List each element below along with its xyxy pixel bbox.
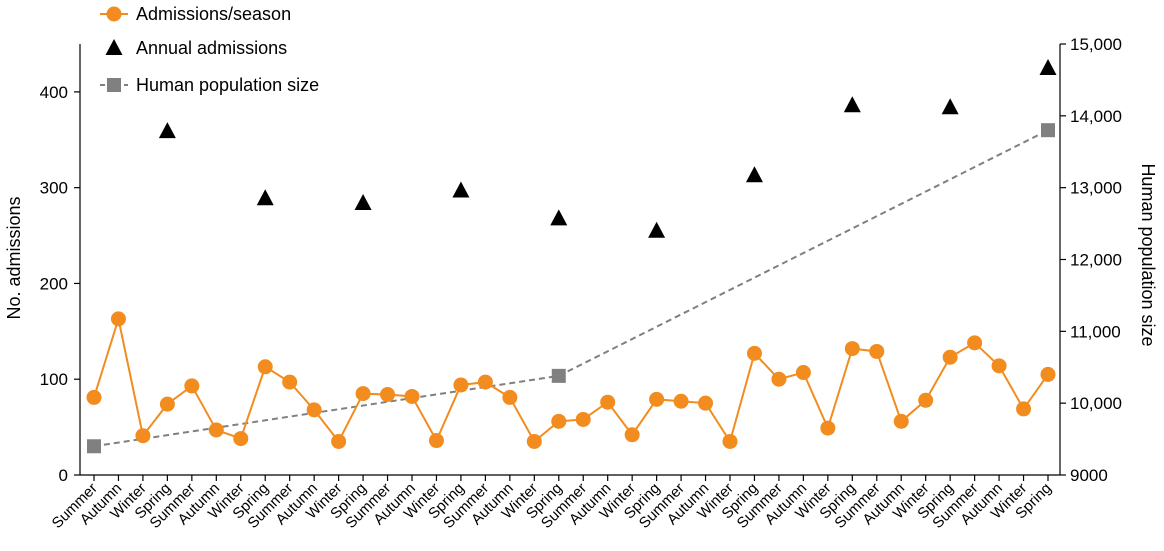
legend-marker-population	[107, 78, 121, 92]
seasonal-point	[649, 391, 665, 407]
seasonal-point	[844, 341, 860, 357]
seasonal-point	[110, 311, 126, 327]
annual-point	[550, 209, 568, 226]
y-right-tick-label: 14,000	[1070, 107, 1122, 126]
seasonal-point	[233, 431, 249, 447]
seasonal-point	[575, 411, 591, 427]
y-left-tick-label: 400	[40, 83, 68, 102]
seasonal-point	[698, 395, 714, 411]
seasonal-point	[991, 358, 1007, 374]
seasonal-point	[159, 396, 175, 412]
seasonal-point	[869, 343, 885, 359]
y-right-tick-label: 12,000	[1070, 251, 1122, 270]
seasonal-point	[282, 374, 298, 390]
seasonal-point	[526, 433, 542, 449]
y-right-tick-label: 15,000	[1070, 35, 1122, 54]
seasonal-point	[135, 428, 151, 444]
y-right-tick-label: 9000	[1070, 466, 1108, 485]
annual-series	[158, 58, 1057, 238]
seasonal-point	[893, 413, 909, 429]
seasonal-point	[746, 345, 762, 361]
y-left-tick-label: 300	[40, 179, 68, 198]
legend-label: Annual admissions	[136, 38, 287, 58]
seasonal-point	[86, 389, 102, 405]
annual-point	[745, 166, 763, 183]
seasonal-series	[86, 311, 1056, 449]
seasonal-point	[918, 392, 934, 408]
legend-label: Human population size	[136, 75, 319, 95]
y-left-tick-label: 0	[59, 466, 68, 485]
seasonal-point	[624, 427, 640, 443]
seasonal-point	[1040, 366, 1056, 382]
seasonal-line	[93, 314, 1049, 444]
annual-point	[256, 189, 274, 206]
y-right-axis-title: Human population size	[1138, 163, 1158, 346]
axes: 0 100 200 300 400 9000 10,000 11,000 12,000 13,00…	[40, 35, 1122, 485]
seasonal-point	[967, 335, 983, 351]
seasonal-point	[184, 378, 200, 394]
seasonal-point	[477, 374, 493, 390]
population-series	[87, 123, 1055, 454]
annual-point	[1039, 58, 1057, 75]
seasonal-point	[404, 388, 420, 404]
population-point	[1041, 123, 1055, 138]
seasonal-point	[257, 359, 273, 375]
annual-point	[648, 221, 666, 238]
seasonal-point	[380, 387, 396, 403]
y-right-tick-label: 10,000	[1070, 394, 1122, 413]
legend: Admissions/season Annual admissions Human …	[100, 4, 319, 95]
seasonal-point	[722, 433, 738, 449]
seasonal-point	[331, 433, 347, 449]
legend-marker-annual	[105, 39, 123, 55]
y-left-tick-label: 100	[40, 370, 68, 389]
annual-point	[354, 193, 372, 210]
seasonal-point	[673, 393, 689, 409]
seasonal-point	[453, 377, 469, 393]
annual-point	[452, 181, 470, 198]
seasonal-point	[1016, 401, 1032, 417]
annual-point	[158, 122, 176, 139]
population-line	[93, 129, 1049, 448]
seasonal-point	[942, 349, 958, 365]
annual-point	[941, 98, 959, 115]
x-tick-labels: SummerAutumnWinterSpringSummerAutumnWint…	[49, 475, 1055, 532]
seasonal-point	[208, 422, 224, 438]
population-point	[87, 439, 101, 454]
seasonal-point	[820, 420, 836, 436]
seasonal-point	[795, 365, 811, 381]
legend-label: Admissions/season	[136, 4, 291, 24]
seasonal-point	[551, 413, 567, 429]
seasonal-point	[306, 402, 322, 418]
population-point	[551, 368, 566, 383]
y-left-axis-title: No. admissions	[4, 196, 24, 319]
seasonal-point	[428, 433, 444, 449]
annual-point	[843, 96, 861, 113]
y-right-tick-label: 13,000	[1070, 179, 1122, 198]
legend-marker-seasonal	[106, 6, 122, 22]
y-left-tick-label: 200	[40, 274, 68, 293]
seasonal-point	[771, 371, 787, 387]
seasonal-point	[600, 394, 616, 410]
y-right-tick-label: 11,000	[1070, 322, 1121, 341]
seasonal-point	[502, 389, 518, 405]
seasonal-point	[355, 386, 371, 402]
